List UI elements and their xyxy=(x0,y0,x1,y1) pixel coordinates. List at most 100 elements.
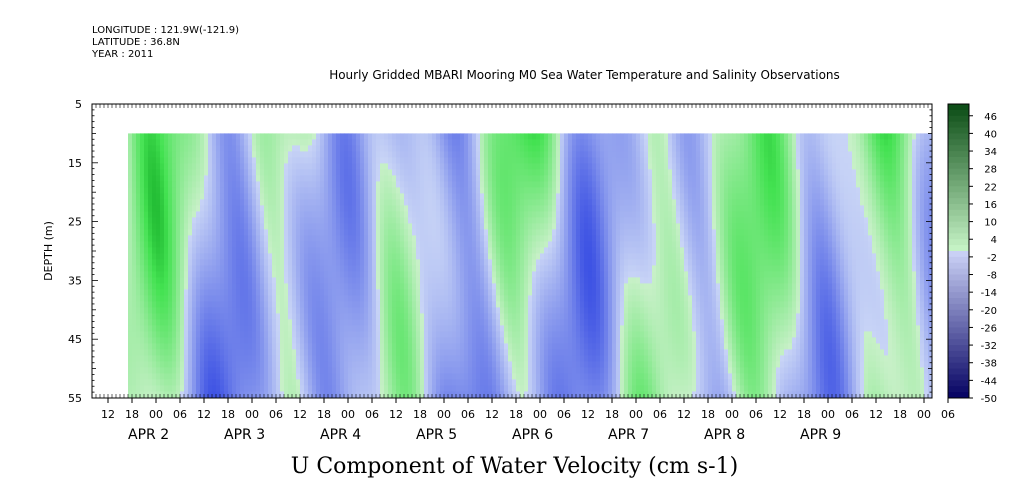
heatmap-cell xyxy=(448,133,453,140)
heatmap-cell xyxy=(360,301,365,308)
heatmap-cell xyxy=(312,349,317,356)
heatmap-cell xyxy=(208,253,213,260)
heatmap-cell xyxy=(396,307,401,314)
heatmap-cell xyxy=(312,169,317,176)
heatmap-cell xyxy=(348,325,353,332)
heatmap-cell xyxy=(436,253,441,260)
heatmap-cell xyxy=(464,169,469,176)
heatmap-cell xyxy=(212,223,217,230)
heatmap-cell xyxy=(464,235,469,242)
heatmap-cell xyxy=(568,277,573,284)
heatmap-cell xyxy=(244,133,249,140)
heatmap-cell xyxy=(492,151,497,158)
heatmap-cell xyxy=(140,307,145,314)
heatmap-cell xyxy=(232,379,237,386)
heatmap-cell xyxy=(152,283,157,290)
heatmap-cell xyxy=(268,307,273,314)
heatmap-cell xyxy=(340,169,345,176)
heatmap-cell xyxy=(408,307,413,314)
heatmap-cell xyxy=(168,223,173,230)
heatmap-cell xyxy=(524,199,529,206)
heatmap-cell xyxy=(400,217,405,224)
heatmap-cell xyxy=(448,277,453,284)
heatmap-cell xyxy=(468,169,473,176)
heatmap-cell xyxy=(524,379,529,386)
heatmap-cell xyxy=(172,295,177,302)
heatmap-cell xyxy=(548,349,553,356)
heatmap-cell xyxy=(328,307,333,314)
heatmap-cell xyxy=(164,217,169,224)
heatmap-cell xyxy=(436,289,441,296)
heatmap-cell xyxy=(252,379,257,386)
heatmap-cell xyxy=(424,367,429,374)
heatmap-cell xyxy=(180,271,185,278)
heatmap-cell xyxy=(548,301,553,308)
heatmap-cell xyxy=(260,229,265,236)
heatmap-cell xyxy=(448,235,453,242)
heatmap-cell xyxy=(376,301,381,308)
heatmap-cell xyxy=(492,199,497,206)
heatmap-cell xyxy=(168,217,173,224)
heatmap-cell xyxy=(380,247,385,254)
heatmap-cell xyxy=(204,145,209,152)
heatmap-cell xyxy=(168,145,173,152)
heatmap-cell xyxy=(276,145,281,152)
heatmap-cell xyxy=(188,157,193,164)
heatmap-cell xyxy=(528,289,533,296)
heatmap-cell xyxy=(208,355,213,362)
heatmap-cell xyxy=(236,247,241,254)
heatmap-cell xyxy=(388,265,393,272)
heatmap-cell xyxy=(356,139,361,146)
heatmap-cell xyxy=(384,247,389,254)
heatmap-cell xyxy=(548,169,553,176)
heatmap-cell xyxy=(384,289,389,296)
heatmap-cell xyxy=(212,361,217,368)
heatmap-cell xyxy=(416,373,421,380)
heatmap-cell xyxy=(172,253,177,260)
heatmap-cell xyxy=(132,175,137,182)
heatmap-cell xyxy=(292,349,297,356)
heatmap-cell xyxy=(268,163,273,170)
heatmap-cell xyxy=(352,229,357,236)
heatmap-cell xyxy=(180,313,185,320)
heatmap-cell xyxy=(216,151,221,158)
heatmap-cell xyxy=(384,169,389,176)
heatmap-cell xyxy=(172,337,177,344)
heatmap-cell xyxy=(260,301,265,308)
heatmap-cell xyxy=(320,379,325,386)
heatmap-cell xyxy=(264,223,269,230)
heatmap-cell xyxy=(300,145,305,152)
heatmap-cell xyxy=(268,217,273,224)
heatmap-cell xyxy=(260,307,265,314)
heatmap-cell xyxy=(224,139,229,146)
heatmap-cell xyxy=(176,199,181,206)
heatmap-cell xyxy=(336,367,341,374)
heatmap-cell xyxy=(360,235,365,242)
heatmap-cell xyxy=(356,175,361,182)
heatmap-cell xyxy=(308,199,313,206)
heatmap-cell xyxy=(220,187,225,194)
heatmap-cell xyxy=(300,151,305,158)
heatmap-cell xyxy=(232,199,237,206)
heatmap-cell xyxy=(404,343,409,350)
heatmap-cell xyxy=(400,259,405,266)
heatmap-cell xyxy=(480,301,485,308)
heatmap-cell xyxy=(192,163,197,170)
heatmap-cell xyxy=(188,379,193,386)
heatmap-cell xyxy=(504,385,509,392)
heatmap-cell xyxy=(140,157,145,164)
heatmap-cell xyxy=(300,175,305,182)
heatmap-cell xyxy=(380,217,385,224)
heatmap-cell xyxy=(212,193,217,200)
heatmap-cell xyxy=(464,157,469,164)
heatmap-cell xyxy=(292,265,297,272)
heatmap-cell xyxy=(448,193,453,200)
heatmap-cell xyxy=(524,223,529,230)
heatmap-cell xyxy=(496,223,501,230)
heatmap-cell xyxy=(376,253,381,260)
heatmap-cell xyxy=(484,235,489,242)
heatmap-cell xyxy=(132,271,137,278)
heatmap-cell xyxy=(224,265,229,272)
heatmap-cell xyxy=(308,217,313,224)
heatmap-cell xyxy=(344,313,349,320)
